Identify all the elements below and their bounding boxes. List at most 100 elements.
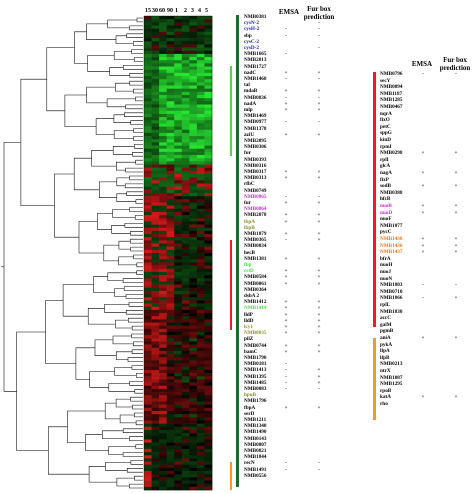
gene-label: NMB1469 [244,113,267,120]
heatmap-cell [166,433,175,437]
heatmap-cell [166,325,175,330]
heatmap-cell [189,148,198,153]
heatmap-cell [151,57,160,61]
heatmap-cell [196,183,205,187]
heatmap-cell [181,113,190,118]
dendrogram-branch [46,47,75,112]
heatmap-cell [166,474,175,478]
heatmap-cell [204,246,213,251]
heatmap-cell [189,234,198,238]
heatmap-cell [189,294,198,298]
heatmap-cell [174,69,183,74]
heatmap-cell [144,347,152,352]
heatmap-cell [181,72,190,77]
heatmap-cell [174,101,183,105]
heatmap-cell [189,325,198,330]
heatmap-cell [159,205,167,210]
heatmap-cell [144,50,152,55]
heatmap-cell [189,284,198,289]
heatmap-cell [174,474,183,478]
heatmap-cell [151,455,160,459]
heatmap-cell [174,335,183,339]
heatmap-cell [181,164,190,168]
heatmap-cell [159,357,167,361]
heatmap-cell [174,158,183,162]
heatmap-cell [151,294,160,298]
dendrogram-branch [107,19,137,29]
heatmap-cell [204,234,213,238]
heatmap-cell [159,458,167,462]
heatmap-cell [151,126,160,131]
heatmap-cell [189,177,198,181]
heatmap-cell [196,151,205,156]
heatmap-cell [204,401,213,405]
heatmap-cell [174,44,183,48]
heatmap-cell [204,436,213,440]
gene-label: NMB0393 [244,156,267,163]
heatmap-cell [166,126,175,131]
heatmap-cell [181,322,190,326]
heatmap-cell [174,25,183,29]
heatmap-cell [196,313,205,317]
heatmap-cell [189,72,198,77]
dendrogram-branch [134,475,143,481]
heatmap-cell [181,417,190,421]
emsa-result: - [285,386,287,392]
heatmap-cell [174,249,183,254]
heatmap-cell [151,319,160,323]
gene-label: rplL [380,302,391,308]
heatmap-cell [196,113,205,118]
heatmap-cell [181,369,190,374]
heatmap-cell [174,461,183,466]
heatmap-cell [174,189,183,194]
dendrogram-branch [54,173,80,238]
heatmap-cell [144,480,152,484]
heatmap-cell [174,221,183,225]
heatmap-cell [159,196,167,200]
heatmap-cell [166,398,175,402]
dendrogram-branch [115,319,133,329]
dendrogram-branch [95,118,115,135]
heatmap-cell [181,461,190,466]
heatmap-cell [189,354,198,358]
heatmap-cell [151,316,160,320]
heatmap-cell [196,34,205,39]
heatmap-cell [174,253,183,257]
heatmap-cell [174,477,183,481]
heatmap-cell [144,22,152,26]
heatmap-cell [196,72,205,77]
heatmap-cell [166,338,175,342]
heatmap-cell [144,265,152,270]
heatmap-cell [166,82,175,86]
gene-label: NMB1077 [380,222,403,229]
heatmap-cell [159,426,167,431]
heatmap-cell [159,369,167,374]
heatmap-cell [166,316,175,320]
dendrogram-branch [103,244,119,262]
dendrogram-branch [130,246,143,252]
heatmap-cell [144,455,152,459]
gene-label: serD [244,410,255,417]
heatmap-cell [196,41,205,45]
heatmap-cell [144,76,152,80]
heatmap-cell [144,332,152,336]
heatmap-cell [144,303,152,308]
heatmap-cell [174,151,183,156]
heatmap-cell [196,448,205,453]
heatmap-cell [196,177,205,181]
heatmap-cell [181,357,190,361]
heatmap-cell [144,117,152,121]
heatmap-cell [144,177,152,181]
heatmap-cell [196,145,205,150]
heatmap-cell [144,167,152,172]
heatmap-cell [159,120,167,124]
heatmap-cell [151,38,160,42]
heatmap-cell [174,218,183,222]
emsa-result: + [284,255,288,262]
heatmap-cell [151,392,160,396]
heatmap-cell [174,192,183,197]
gene-label: NMB0313 [244,175,267,182]
heatmap-cell [189,25,198,29]
heatmap-cell [189,22,198,26]
heatmap-cell [144,350,152,355]
